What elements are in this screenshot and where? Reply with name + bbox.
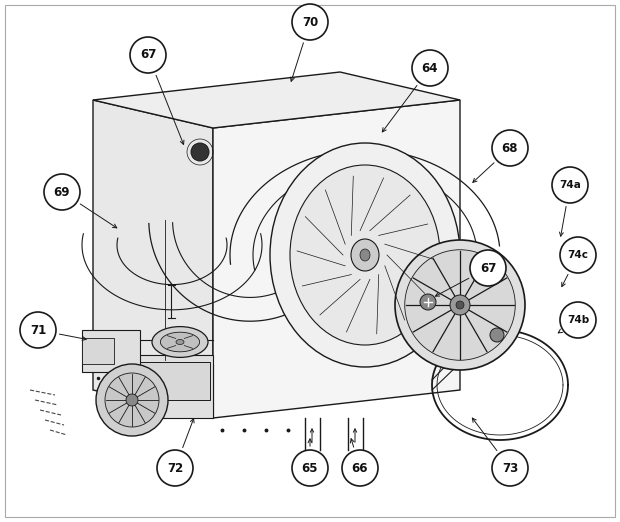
Circle shape: [44, 174, 80, 210]
Circle shape: [20, 312, 56, 348]
Ellipse shape: [152, 327, 208, 358]
Text: 71: 71: [30, 324, 46, 337]
Text: 74a: 74a: [559, 180, 581, 190]
Circle shape: [342, 450, 378, 486]
Circle shape: [492, 130, 528, 166]
Circle shape: [157, 450, 193, 486]
Circle shape: [412, 50, 448, 86]
Ellipse shape: [290, 165, 440, 345]
Circle shape: [492, 450, 528, 486]
Circle shape: [552, 167, 588, 203]
Circle shape: [105, 373, 159, 427]
Text: 72: 72: [167, 461, 183, 474]
Circle shape: [420, 294, 436, 310]
Circle shape: [405, 250, 515, 360]
Polygon shape: [135, 355, 213, 418]
Circle shape: [456, 301, 464, 309]
Text: 74c: 74c: [567, 250, 588, 260]
Ellipse shape: [360, 249, 370, 261]
Polygon shape: [93, 72, 460, 128]
Circle shape: [191, 143, 209, 161]
Text: 73: 73: [502, 461, 518, 474]
Circle shape: [450, 295, 470, 315]
Text: 69: 69: [54, 185, 70, 198]
Circle shape: [470, 250, 506, 286]
Text: eReplacementParts.com: eReplacementParts.com: [238, 255, 382, 267]
Text: 64: 64: [422, 62, 438, 75]
Ellipse shape: [161, 332, 200, 352]
Ellipse shape: [351, 239, 379, 271]
Text: 70: 70: [302, 16, 318, 29]
Circle shape: [395, 240, 525, 370]
Circle shape: [96, 364, 168, 436]
Circle shape: [126, 394, 138, 406]
Circle shape: [292, 450, 328, 486]
Polygon shape: [82, 330, 140, 372]
Circle shape: [292, 4, 328, 40]
Circle shape: [130, 37, 166, 73]
Polygon shape: [140, 362, 210, 400]
Polygon shape: [82, 338, 114, 364]
Text: 67: 67: [140, 49, 156, 62]
Text: 66: 66: [352, 461, 368, 474]
Circle shape: [560, 302, 596, 338]
Text: 68: 68: [502, 141, 518, 155]
Text: 65: 65: [302, 461, 318, 474]
Circle shape: [490, 328, 504, 342]
Text: 74b: 74b: [567, 315, 589, 325]
Polygon shape: [213, 100, 460, 418]
Ellipse shape: [270, 143, 460, 367]
Circle shape: [560, 237, 596, 273]
Ellipse shape: [176, 339, 184, 345]
Polygon shape: [93, 100, 213, 418]
Text: 67: 67: [480, 262, 496, 275]
